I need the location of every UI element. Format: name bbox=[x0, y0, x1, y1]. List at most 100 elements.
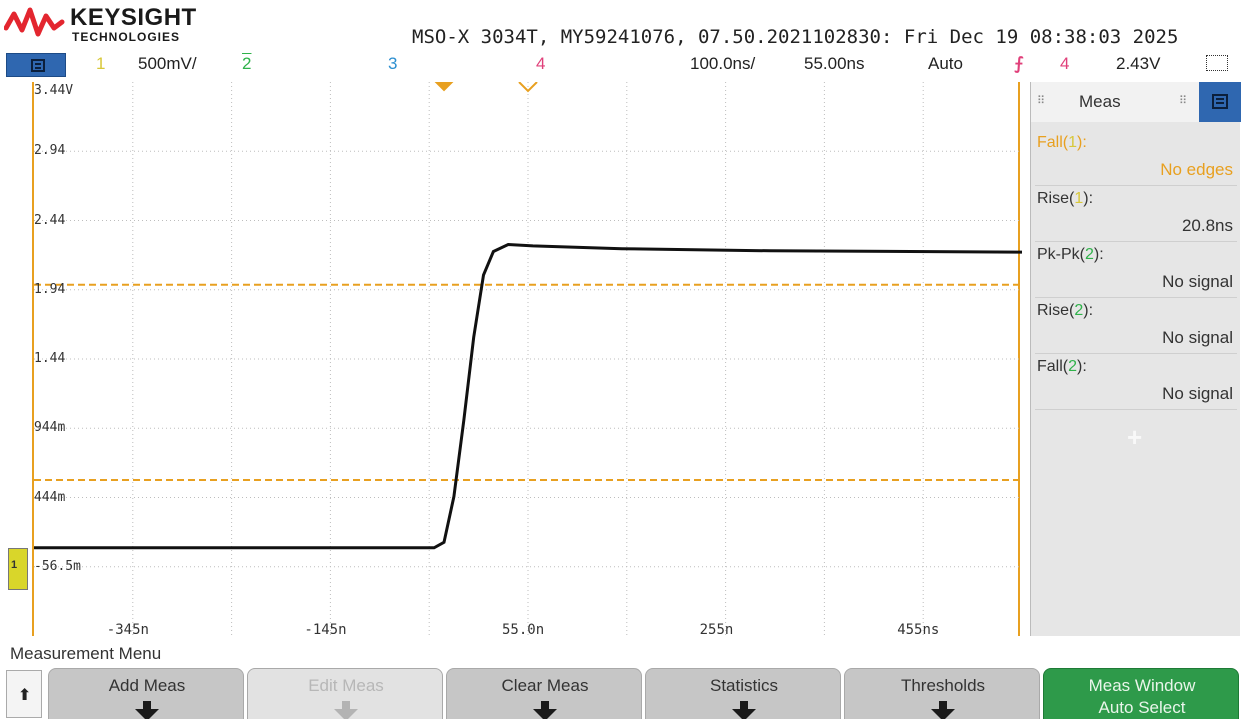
measurement-value: 20.8ns bbox=[1181, 216, 1233, 235]
y-tick-label: 1.94 bbox=[34, 281, 66, 297]
measurement-name: Fall(2): bbox=[1037, 358, 1087, 376]
measurement-name: Pk-Pk(2): bbox=[1037, 246, 1104, 264]
up-arrow-icon: ⬆ bbox=[18, 687, 32, 704]
edit-meas-softkey[interactable]: Edit Meas bbox=[247, 668, 443, 719]
x-tick-label: 455ns bbox=[897, 622, 940, 638]
channel-2-label[interactable]: 2 bbox=[242, 54, 252, 73]
measurement-value: No signal bbox=[1162, 384, 1233, 403]
drag-grip-icon[interactable]: ⠿ bbox=[1037, 95, 1046, 107]
channel-4-label[interactable]: 4 bbox=[536, 54, 546, 73]
y-tick-label: 444m bbox=[34, 489, 66, 505]
measurement-name-text: Rise( bbox=[1037, 190, 1075, 207]
measurement-name-suffix: ): bbox=[1083, 302, 1094, 319]
softkey-down-arrow-icon bbox=[135, 701, 159, 719]
graticule-grid bbox=[34, 82, 1022, 636]
channel-1-label[interactable]: 1 bbox=[96, 54, 106, 73]
softkey-label: Meas Window bbox=[1088, 676, 1196, 695]
thresholds-softkey[interactable]: Thresholds bbox=[844, 668, 1040, 719]
measurement-name-text: Fall( bbox=[1037, 134, 1069, 151]
menu-title: Measurement Menu bbox=[10, 644, 162, 663]
softkey-label: Edit Meas bbox=[308, 676, 384, 695]
softkey-sublabel: Auto Select bbox=[1098, 698, 1186, 717]
softkey-down-arrow-icon bbox=[533, 701, 557, 719]
y-tick-label: 2.44 bbox=[34, 212, 66, 228]
measurement-name-suffix: ): bbox=[1077, 358, 1087, 375]
brand-name: KEYSIGHT bbox=[70, 4, 197, 31]
ground-reference-marker[interactable]: 1 bbox=[8, 548, 28, 590]
channel-trace bbox=[34, 242, 1022, 550]
measurement-item[interactable]: Fall(1): No edges bbox=[1035, 130, 1237, 186]
measurement-name: Rise(2): bbox=[1037, 302, 1093, 320]
softkey-down-arrow-icon bbox=[931, 701, 955, 719]
trigger-source[interactable]: 4 bbox=[1060, 54, 1070, 73]
add-meas-softkey[interactable]: Add Meas bbox=[48, 668, 244, 719]
menu-icon bbox=[1212, 94, 1228, 109]
measurement-value: No edges bbox=[1160, 160, 1233, 179]
trigger-level[interactable]: 2.43V bbox=[1116, 54, 1161, 73]
measurement-value: No signal bbox=[1162, 272, 1233, 291]
softkey-label: Thresholds bbox=[900, 676, 986, 695]
measurements-panel: ⠿ Meas ⠿ Fall(1): No edges Rise(1): 20.8ns P… bbox=[1030, 82, 1241, 636]
trigger-position-marker bbox=[434, 82, 454, 92]
measurement-name-text: Pk-Pk( bbox=[1037, 246, 1085, 263]
y-tick-label: 3.44V bbox=[34, 83, 74, 98]
meas-menu-button[interactable] bbox=[1199, 82, 1241, 122]
measurement-name-suffix: ): bbox=[1083, 190, 1094, 207]
softkey-label: Statistics bbox=[709, 676, 779, 695]
drag-grip-icon[interactable]: ⠿ bbox=[1179, 95, 1188, 107]
menu-icon bbox=[31, 59, 45, 72]
measurement-item[interactable]: Pk-Pk(2): No signal bbox=[1035, 242, 1237, 298]
measurement-name: Fall(1): bbox=[1037, 134, 1087, 152]
measurement-name-suffix: ): bbox=[1093, 246, 1104, 263]
meas-panel-header[interactable]: ⠿ Meas ⠿ bbox=[1031, 82, 1241, 122]
zoom-select-icon[interactable] bbox=[1206, 55, 1228, 71]
channel-3-label[interactable]: 3 bbox=[388, 54, 398, 73]
measurement-name-text: Rise( bbox=[1037, 302, 1075, 319]
softkey-down-arrow-icon bbox=[334, 701, 358, 719]
measurement-name-text: Fall( bbox=[1037, 358, 1069, 375]
measurement-channel: 1 bbox=[1068, 134, 1078, 151]
x-tick-label: -145n bbox=[304, 622, 347, 638]
measurement-value: No signal bbox=[1162, 328, 1233, 347]
meas-panel-title: Meas bbox=[1079, 92, 1121, 111]
main-menu-button[interactable] bbox=[6, 53, 66, 77]
y-tick-label: 2.94 bbox=[34, 143, 66, 159]
measurement-name: Rise(1): bbox=[1037, 190, 1093, 208]
add-measurement-icon[interactable]: + bbox=[1127, 422, 1143, 452]
softkey-label: Clear Meas bbox=[501, 676, 589, 695]
measurement-channel: 2 bbox=[1085, 246, 1094, 263]
y-tick-label: 944m bbox=[34, 420, 66, 436]
measurement-item[interactable]: Fall(2): No signal bbox=[1035, 354, 1237, 410]
ground-reference-label: 1 bbox=[11, 559, 18, 571]
x-tick-label: 55.0n bbox=[502, 622, 545, 638]
timebase-scale[interactable]: 100.0ns/ bbox=[690, 54, 756, 73]
softkey-down-arrow-icon bbox=[732, 701, 756, 719]
meas-window-softkey[interactable]: Meas Window Auto Select bbox=[1043, 668, 1239, 719]
waveform-svg bbox=[34, 82, 1022, 636]
y-tick-label: 1.44 bbox=[34, 351, 66, 366]
waveform-display[interactable] bbox=[32, 82, 1022, 636]
measurement-item[interactable]: Rise(1): 20.8ns bbox=[1035, 186, 1237, 242]
measurement-name-suffix: ): bbox=[1077, 134, 1087, 151]
horizontal-delay[interactable]: 55.00ns bbox=[804, 54, 865, 73]
measurement-channel: 1 bbox=[1074, 190, 1084, 207]
instrument-info: MSO-X 3034T, MY59241076, 07.50.202110283… bbox=[412, 26, 1179, 48]
x-tick-label: 255n bbox=[699, 622, 734, 638]
statistics-softkey[interactable]: Statistics bbox=[645, 668, 841, 719]
measurement-channel: 2 bbox=[1074, 302, 1084, 319]
channel-1-scale[interactable]: 500mV/ bbox=[138, 54, 197, 73]
x-tick-label: -345n bbox=[106, 622, 149, 638]
brand-subtitle: TECHNOLOGIES bbox=[72, 30, 181, 44]
keysight-logo-icon bbox=[4, 7, 65, 37]
delay-marker bbox=[518, 82, 538, 93]
softkey-label: Add Meas bbox=[108, 676, 186, 695]
trigger-markers bbox=[434, 82, 538, 93]
measurement-channel: 2 bbox=[1068, 358, 1078, 375]
trigger-mode[interactable]: Auto bbox=[928, 54, 963, 73]
clear-meas-softkey[interactable]: Clear Meas bbox=[446, 668, 642, 719]
channel-status-bar: 1 500mV/ 2 3 4 100.0ns/ 55.00ns Auto ⨍ 4… bbox=[0, 52, 1248, 78]
trigger-edge-icon: ⨍ bbox=[1014, 54, 1024, 73]
y-tick-label: -56.5m bbox=[34, 558, 81, 574]
measurement-item[interactable]: Rise(2): No signal bbox=[1035, 298, 1237, 354]
back-button[interactable]: ⬆ bbox=[6, 670, 42, 718]
